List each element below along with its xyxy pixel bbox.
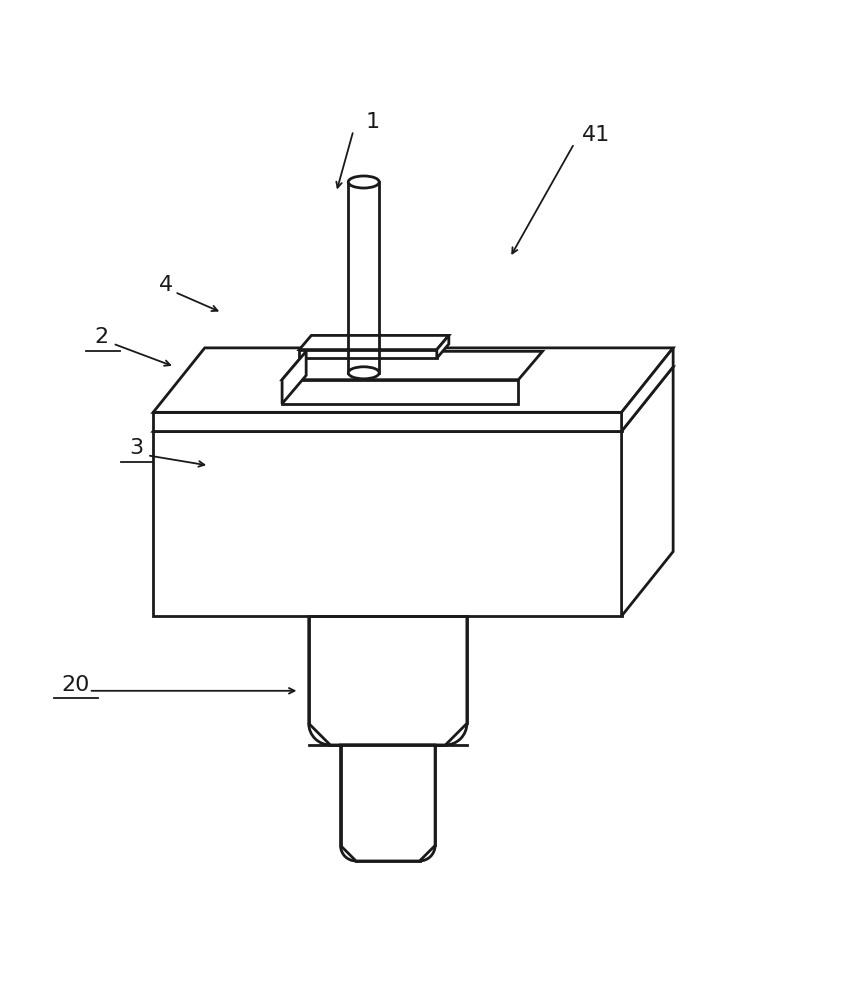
Polygon shape <box>153 348 673 412</box>
Polygon shape <box>299 350 437 358</box>
Polygon shape <box>282 351 306 404</box>
Text: 1: 1 <box>365 112 380 132</box>
Polygon shape <box>153 431 622 616</box>
Text: 4: 4 <box>159 275 173 295</box>
Polygon shape <box>282 351 542 380</box>
Text: 20: 20 <box>61 675 90 695</box>
Polygon shape <box>299 335 449 350</box>
Polygon shape <box>309 616 467 745</box>
Text: 3: 3 <box>129 438 143 458</box>
Polygon shape <box>153 367 673 431</box>
Polygon shape <box>282 380 518 404</box>
Ellipse shape <box>349 176 379 188</box>
Polygon shape <box>437 335 449 358</box>
Polygon shape <box>622 367 673 616</box>
Text: 2: 2 <box>94 327 109 347</box>
Ellipse shape <box>349 367 379 379</box>
Polygon shape <box>341 745 435 861</box>
Polygon shape <box>622 348 673 431</box>
Polygon shape <box>153 412 622 431</box>
Text: 41: 41 <box>581 125 610 145</box>
